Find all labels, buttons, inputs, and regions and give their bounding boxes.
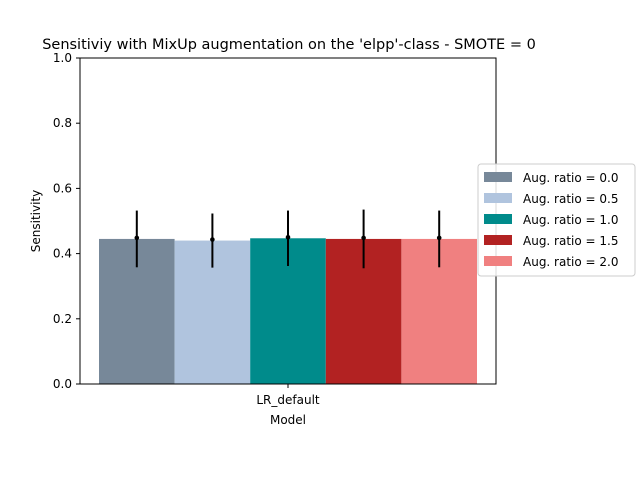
legend-label: Aug. ratio = 0.5	[523, 192, 619, 206]
x-axis-ticks: LR_default	[256, 384, 320, 407]
y-axis-label: Sensitivity	[29, 190, 43, 252]
legend-label: Aug. ratio = 1.5	[523, 234, 619, 248]
legend-frame	[477, 163, 636, 277]
y-tick-label: 0.6	[53, 181, 72, 195]
y-tick-label: 1.0	[53, 51, 72, 65]
legend-label: Aug. ratio = 1.0	[523, 213, 619, 227]
mean-point	[134, 235, 140, 241]
y-tick-label: 0.0	[53, 377, 72, 391]
y-axis-ticks: 0.0 0.2 0.4 0.6 0.8 1.0	[53, 51, 80, 391]
y-tick-label: 0.2	[53, 312, 72, 326]
x-axis-label: Model	[270, 413, 306, 427]
mean-point	[436, 235, 442, 241]
mean-point	[361, 235, 366, 241]
y-tick-label: 0.8	[53, 116, 72, 130]
legend-swatch	[484, 214, 512, 224]
legend-swatch	[484, 193, 512, 203]
legend-swatch	[484, 256, 512, 266]
chart-title: Sensitiviy with MixUp augmentation on th…	[42, 37, 536, 53]
errorbars-group	[134, 209, 442, 269]
y-tick-label: 0.4	[53, 247, 72, 261]
mean-point	[210, 237, 215, 242]
x-tick-label: LR_default	[256, 393, 320, 407]
legend-swatch	[484, 172, 512, 182]
legend: Aug. ratio = 0.0 Aug. ratio = 0.5 Aug. rat…	[477, 163, 636, 277]
legend-label: Aug. ratio = 0.0	[523, 171, 619, 185]
legend-label: Aug. ratio = 2.0	[523, 255, 619, 269]
legend-swatch	[484, 235, 512, 245]
mean-point	[285, 234, 291, 240]
